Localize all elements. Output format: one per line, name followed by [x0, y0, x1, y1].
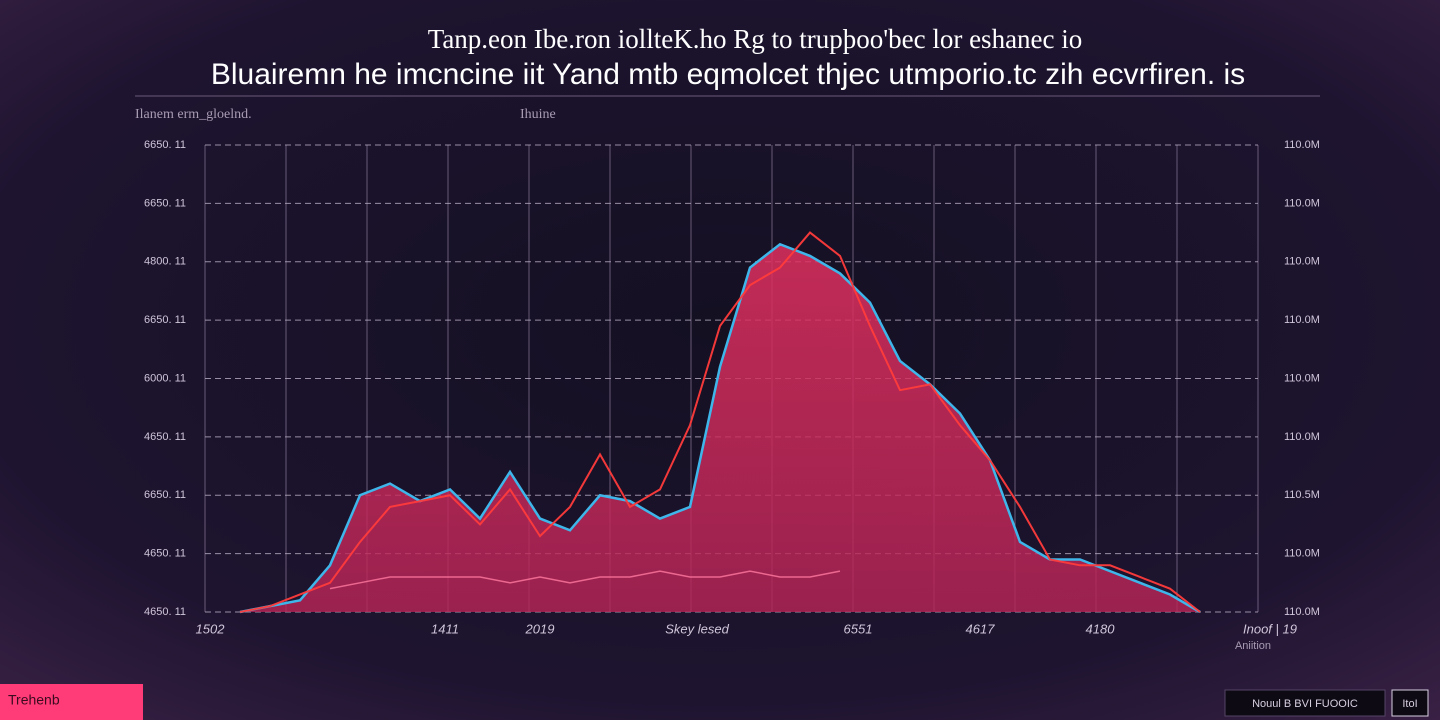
subtitle: Ihuine	[520, 107, 556, 122]
y-tick-label: 4800. 11	[144, 256, 186, 268]
line	[239, 231, 1201, 613]
title-line: Bluairemn he imcncine iit Yand mtb eqmol…	[211, 58, 1245, 91]
y2-tick-label: 110.0M	[1284, 139, 1320, 151]
x-tick-label: 4180	[1086, 621, 1116, 636]
plot: 4650. 11 110.0M 4650. 11 110.0M 6650. 11 110.…	[144, 139, 1320, 652]
button-label[interactable]: ItoI	[1402, 698, 1417, 710]
y-tick-label: 6650. 11	[144, 489, 186, 501]
y-tick-label: 6650. 11	[144, 314, 186, 326]
y2-tick-label: 110.0M	[1284, 431, 1320, 443]
y2-tick-label: 110.0M	[1284, 372, 1320, 384]
x-tick-label: Skey lesed	[665, 621, 729, 636]
y-tick-label: 6650. 11	[144, 197, 186, 209]
y2-tick-label: 110.0M	[1284, 606, 1320, 618]
title-line: Tanp.eon Ibe.ron iollteK.ho Rg to trupþo…	[428, 24, 1083, 54]
x-tick-label: 6551	[844, 621, 873, 636]
line	[329, 570, 841, 590]
y2-tick-label: 110.0M	[1284, 256, 1320, 268]
y-tick-label: 6650. 11	[144, 139, 186, 151]
x-axis-note: Aniition	[1235, 640, 1271, 652]
y2-tick-label: 110.0M	[1284, 548, 1320, 560]
x-tick-label: Inoof | 19	[1243, 621, 1297, 636]
x-tick-label: 1502	[196, 621, 226, 636]
button[interactable]	[1391, 689, 1429, 717]
button[interactable]	[1224, 689, 1386, 717]
x-tick-label: 4617	[966, 621, 996, 636]
area-outline	[239, 242, 1201, 614]
y2-tick-label: 110.0M	[1284, 197, 1320, 209]
y2-tick-label: 110.0M	[1284, 314, 1320, 326]
button-label[interactable]: Nouul B BVI FUOOIC	[1252, 698, 1358, 710]
subtitle: Ilanem erm_gloelnd.	[135, 107, 252, 122]
x-tick-label: 2019	[525, 621, 555, 636]
button-label[interactable]: Trehenb	[8, 692, 60, 708]
y-tick-label: 4650. 11	[144, 606, 186, 618]
y2-tick-label: 110.5M	[1284, 489, 1320, 501]
y-tick-label: 4650. 11	[144, 548, 186, 560]
x-tick-label: 1411	[431, 621, 459, 636]
y-tick-label: 6000. 11	[144, 372, 186, 384]
y-tick-label: 4650. 11	[144, 431, 186, 443]
button[interactable]	[0, 684, 143, 720]
